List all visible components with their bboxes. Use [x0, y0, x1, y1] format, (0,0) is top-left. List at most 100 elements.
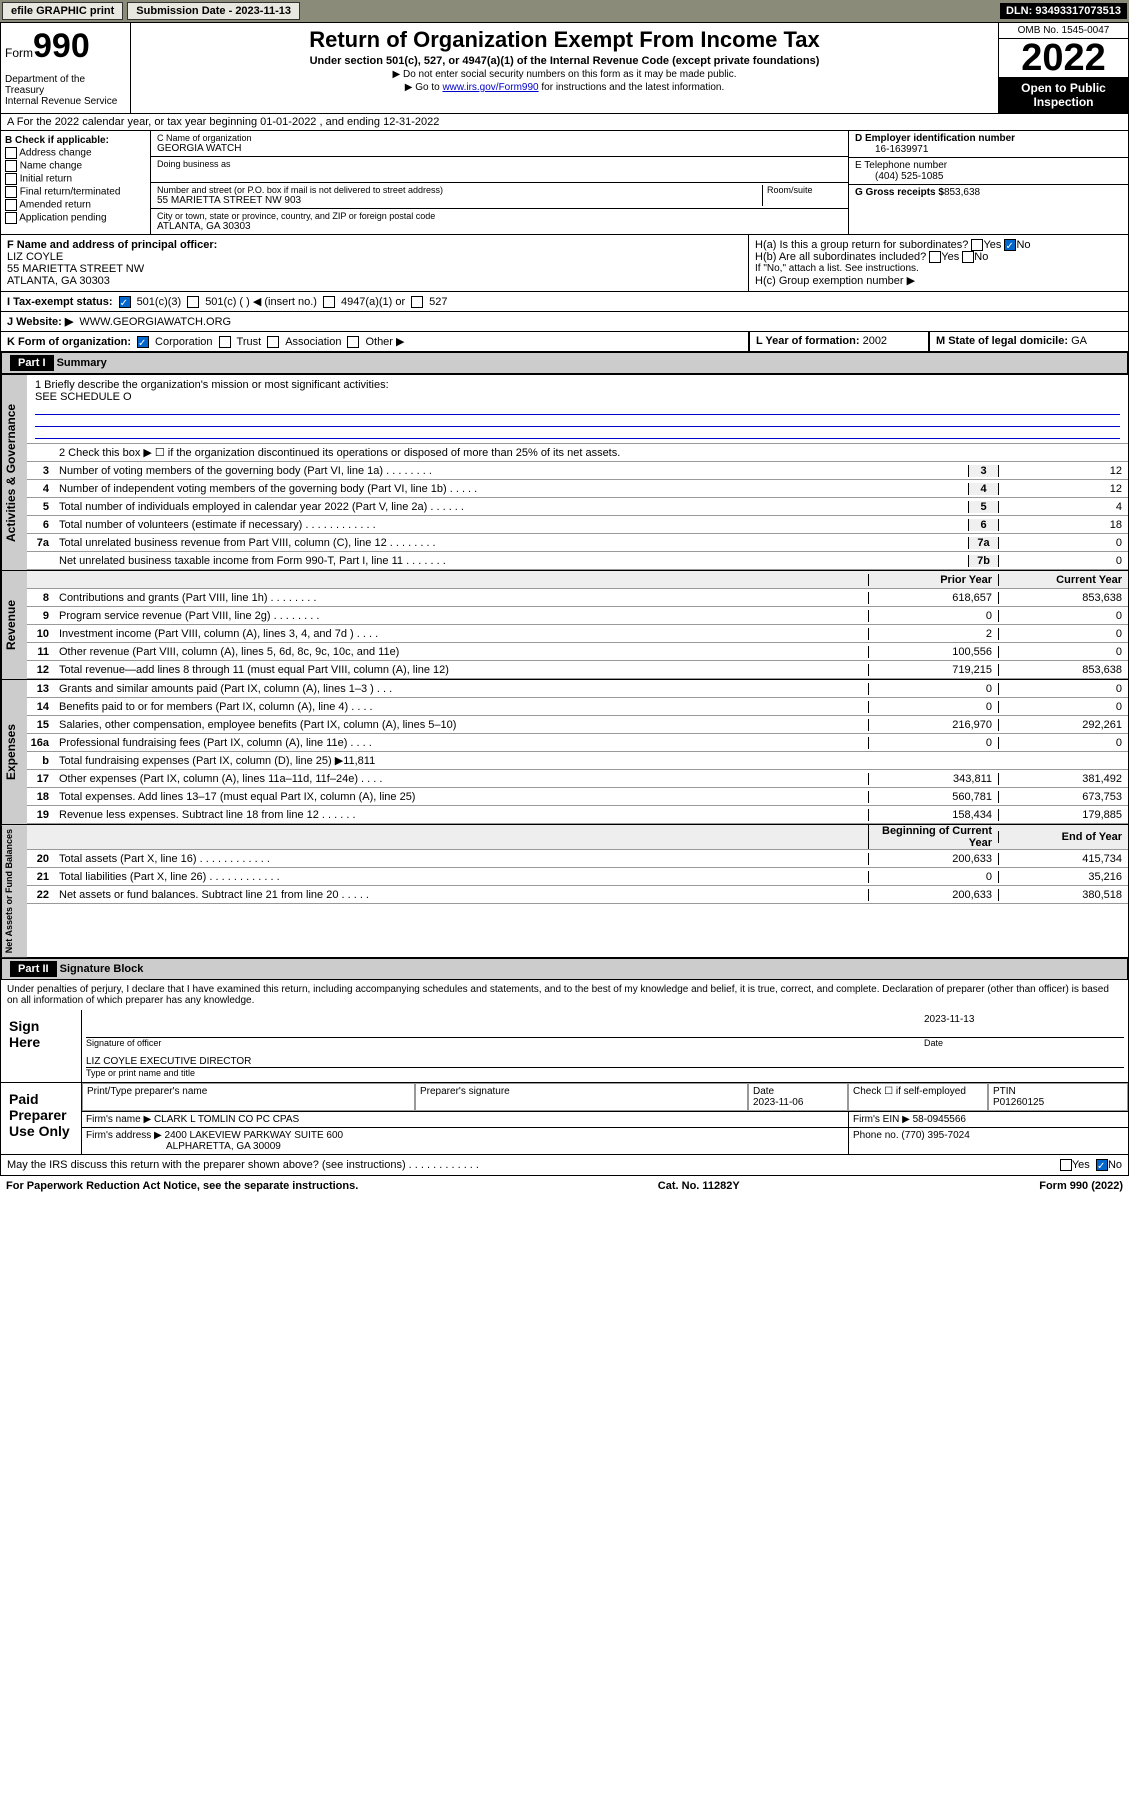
room-label: Room/suite [767, 185, 842, 195]
sig-date: 2023-11-13 [924, 1014, 1124, 1038]
website: WWW.GEORGIAWATCH.ORG [79, 316, 231, 328]
firm-addr1: 2400 LAKEVIEW PARKWAY SUITE 600 [165, 1130, 344, 1141]
submission-date: Submission Date - 2023-11-13 [127, 2, 300, 20]
chk-initial-return[interactable]: Initial return [5, 173, 146, 185]
chk-amended-return[interactable]: Amended return [5, 199, 146, 211]
data-line: 18Total expenses. Add lines 13–17 (must … [27, 788, 1128, 806]
col-b: B Check if applicable: Address change Na… [1, 131, 151, 234]
officer-addr1: 55 MARIETTA STREET NW [7, 263, 742, 275]
net-header: Beginning of Current YearEnd of Year [27, 825, 1128, 850]
footer-form: Form 990 (2022) [1039, 1180, 1123, 1192]
form-subtitle: Under section 501(c), 527, or 4947(a)(1)… [139, 55, 990, 67]
chk-corp[interactable] [137, 336, 149, 348]
data-line: 21Total liabilities (Part X, line 26) . … [27, 868, 1128, 886]
gov-line: Net unrelated business taxable income fr… [27, 552, 1128, 570]
footer-cat: Cat. No. 11282Y [658, 1180, 740, 1192]
col-b-header: B Check if applicable: [5, 135, 146, 146]
tab-net-assets: Net Assets or Fund Balances [1, 825, 27, 957]
chk-501c3[interactable] [119, 296, 131, 308]
data-line: 16aProfessional fundraising fees (Part I… [27, 734, 1128, 752]
row-a: A For the 2022 calendar year, or tax yea… [0, 114, 1129, 131]
part1-header: Part I Summary [1, 352, 1128, 374]
gov-line: 3Number of voting members of the governi… [27, 462, 1128, 480]
ptin-cell: PTINP01260125 [988, 1083, 1128, 1111]
ein-value: 16-1639971 [855, 144, 1122, 155]
firm-ein-label: Firm's EIN ▶ [853, 1114, 910, 1125]
data-line: 13Grants and similar amounts paid (Part … [27, 680, 1128, 698]
prep-name-label: Print/Type preparer's name [82, 1083, 415, 1111]
data-line: 19Revenue less expenses. Subtract line 1… [27, 806, 1128, 824]
org-name-label: C Name of organization [157, 133, 842, 143]
footer-left: For Paperwork Reduction Act Notice, see … [6, 1180, 358, 1192]
gross-label: G Gross receipts $ [855, 187, 944, 198]
section-fgh: F Name and address of principal officer:… [0, 235, 1129, 292]
data-line: 22Net assets or fund balances. Subtract … [27, 886, 1128, 904]
prep-date-cell: Date2023-11-06 [748, 1083, 848, 1111]
irs-link[interactable]: www.irs.gov/Form990 [442, 82, 538, 93]
chk-final-return[interactable]: Final return/terminated [5, 186, 146, 198]
chk-assoc[interactable] [267, 336, 279, 348]
firm-addr-label: Firm's address ▶ [86, 1130, 162, 1141]
org-city: ATLANTA, GA 30303 [157, 221, 842, 232]
chk-other[interactable] [347, 336, 359, 348]
firm-addr2: ALPHARETTA, GA 30009 [86, 1141, 281, 1152]
top-bar: efile GRAPHIC print Submission Date - 20… [0, 0, 1129, 22]
discuss-no[interactable] [1096, 1159, 1108, 1171]
firm-name: CLARK L TOMLIN CO PC CPAS [154, 1114, 299, 1125]
chk-trust[interactable] [219, 336, 231, 348]
hb-row: H(b) Are all subordinates included? Yes … [755, 251, 1122, 263]
data-line: 17Other expenses (Part IX, column (A), l… [27, 770, 1128, 788]
officer-addr2: ATLANTA, GA 30303 [7, 275, 742, 287]
org-address: 55 MARIETTA STREET NW 903 [157, 195, 762, 206]
gov-line: 7aTotal unrelated business revenue from … [27, 534, 1128, 552]
data-line: 9Program service revenue (Part VIII, lin… [27, 607, 1128, 625]
firm-ein: 58-0945566 [913, 1114, 966, 1125]
efile-button[interactable]: efile GRAPHIC print [2, 2, 123, 20]
col-d: D Employer identification number16-16399… [848, 131, 1128, 234]
city-label: City or town, state or province, country… [157, 211, 842, 221]
sig-officer-label: Signature of officer [86, 1038, 924, 1048]
tab-governance: Activities & Governance [1, 375, 27, 570]
chk-address-change[interactable]: Address change [5, 147, 146, 159]
data-line: bTotal fundraising expenses (Part IX, co… [27, 752, 1128, 770]
open-inspection: Open to Public Inspection [999, 77, 1128, 113]
officer-name: LIZ COYLE [7, 251, 742, 263]
chk-527[interactable] [411, 296, 423, 308]
ha-row: H(a) Is this a group return for subordin… [755, 239, 1122, 251]
ha-no-check [1004, 239, 1016, 251]
department: Department of the Treasury Internal Reve… [5, 74, 126, 107]
name-title-label: Type or print name and title [86, 1068, 1124, 1078]
addr-label: Number and street (or P.O. box if mail i… [157, 185, 762, 195]
prep-sig-label: Preparer's signature [415, 1083, 748, 1111]
row-klm: K Form of organization: Corporation Trus… [0, 332, 1129, 352]
chk-application-pending[interactable]: Application pending [5, 212, 146, 224]
dba-label: Doing business as [157, 159, 842, 169]
firm-name-label: Firm's name ▶ [86, 1114, 151, 1125]
form-number: 990 [33, 27, 90, 65]
gross-value: 853,638 [944, 187, 980, 198]
chk-501c[interactable] [187, 296, 199, 308]
tel-label: E Telephone number [855, 160, 1122, 171]
declaration: Under penalties of perjury, I declare th… [1, 980, 1128, 1010]
year-formation: 2002 [863, 335, 887, 347]
tab-expenses: Expenses [1, 680, 27, 824]
officer-label: F Name and address of principal officer: [7, 239, 742, 251]
discuss-row: May the IRS discuss this return with the… [1, 1155, 1128, 1175]
gov-line: 6Total number of volunteers (estimate if… [27, 516, 1128, 534]
data-line: 10Investment income (Part VIII, column (… [27, 625, 1128, 643]
mission-block: 1 Briefly describe the organization's mi… [27, 375, 1128, 444]
tel-value: (404) 525-1085 [855, 171, 1122, 182]
paid-preparer-label: Paid Preparer Use Only [1, 1083, 81, 1154]
phone: (770) 395-7024 [901, 1130, 969, 1141]
discuss-yes[interactable] [1060, 1159, 1072, 1171]
sig-date-label: Date [924, 1038, 1124, 1048]
ein-label: D Employer identification number [855, 133, 1122, 144]
tax-year: 2022 [999, 39, 1128, 77]
sign-here-label: Sign Here [1, 1010, 81, 1082]
org-name: GEORGIA WATCH [157, 143, 842, 154]
hb-note: If "No," attach a list. See instructions… [755, 263, 1122, 274]
part2-header: Part II Signature Block [1, 958, 1128, 980]
chk-4947[interactable] [323, 296, 335, 308]
chk-name-change[interactable]: Name change [5, 160, 146, 172]
data-line: 14Benefits paid to or for members (Part … [27, 698, 1128, 716]
